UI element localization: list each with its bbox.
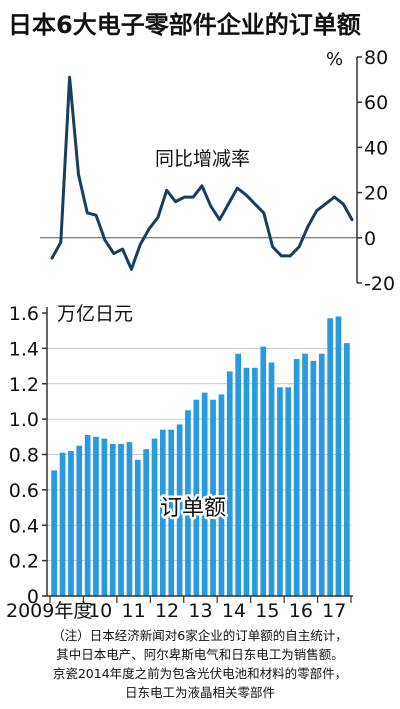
line-y-tick-label: 0 [364, 228, 376, 250]
order-bar [151, 438, 158, 596]
order-bar [243, 367, 250, 596]
line-y-tick-label: -20 [364, 273, 395, 295]
line-y-tick-label: 60 [364, 92, 388, 114]
footnote-line-4: 日东电工为液晶相关零部件 [124, 685, 275, 700]
order-bar [318, 353, 325, 596]
order-bar [176, 424, 183, 596]
order-bar [101, 438, 108, 596]
order-bar [168, 429, 175, 596]
bar-y-tick-label: 1.4 [9, 338, 39, 360]
order-bar [252, 367, 258, 596]
bar-series-label: 订单额 [160, 496, 226, 521]
order-bar [218, 394, 225, 596]
order-bar [76, 445, 83, 596]
bar-y-tick-label: 0.4 [9, 515, 39, 537]
order-bar [344, 343, 350, 596]
line-y-tick-label: 40 [364, 137, 388, 159]
bar-y-tick-label: 1.2 [9, 374, 39, 396]
order-bar [109, 443, 116, 596]
order-bar [327, 318, 333, 596]
chart-title: 日本6大电子零部件企业的订单额 [8, 11, 361, 39]
order-bar [293, 359, 300, 596]
footnote-line-2: 其中日本电产、阿尔卑斯电气和日东电工为销售额。 [56, 647, 344, 662]
order-bar [185, 410, 191, 596]
bar-x-tick-label: 11 [122, 600, 146, 622]
order-bar [118, 443, 124, 596]
order-bar [143, 449, 149, 596]
order-bar [126, 442, 133, 596]
order-bar [335, 316, 342, 596]
order-bar [84, 435, 91, 596]
bar-x-tick-label: 14 [222, 600, 246, 622]
line-chart: 80 60 40 20 0 -20% 同比增减率 [40, 47, 395, 295]
order-bar [51, 470, 57, 596]
order-bar [160, 429, 166, 596]
order-bar [235, 353, 241, 596]
growth-rate-line [50, 75, 354, 271]
order-bar [310, 360, 317, 596]
order-bar [277, 387, 283, 596]
order-bar [59, 452, 66, 596]
order-bar [285, 387, 292, 596]
order-bar [134, 459, 141, 596]
footnote-line-3: 京瓷2014年度之前为包含光伏电池和材料的零部件， [52, 666, 348, 681]
bar-x-tick-label: 12 [155, 600, 179, 622]
bar-x-tick-label: 2009年度 [6, 600, 92, 622]
order-bar [193, 399, 200, 596]
bar-y-tick-label: 0.2 [9, 551, 39, 573]
bar-y-tick-label: 0.6 [9, 480, 39, 502]
order-bar [68, 451, 74, 596]
bar-x-tick-label: 15 [255, 600, 279, 622]
line-y-tick-label: 20 [364, 183, 388, 205]
order-bar [260, 346, 267, 596]
order-bar [268, 362, 275, 596]
line-unit-label: % [326, 49, 343, 70]
order-bar [201, 392, 208, 596]
bar-unit-label: 万亿日元 [57, 303, 133, 325]
line-y-tick-label: 80 [364, 47, 388, 69]
bar-x-tick-label: 13 [188, 600, 212, 622]
footnote-line-1: （注）日本经济新闻对6家企业的订单额的自主统计， [52, 628, 348, 643]
bar-x-tick-label: 16 [289, 600, 313, 622]
line-series-label: 同比增减率 [155, 148, 250, 170]
bar-y-tick-label: 0.8 [9, 445, 39, 467]
bar-y-tick-label: 0 [27, 586, 39, 608]
bar-x-tick-label: 17 [322, 600, 346, 622]
bar-x-tick-label: 10 [88, 600, 112, 622]
order-bar [302, 353, 308, 596]
bar-y-tick-label: 1.6 [9, 303, 39, 325]
order-bar [93, 436, 99, 596]
order-bar [210, 399, 216, 596]
order-bar [226, 371, 233, 596]
bar-y-tick-label: 1.0 [9, 409, 39, 431]
